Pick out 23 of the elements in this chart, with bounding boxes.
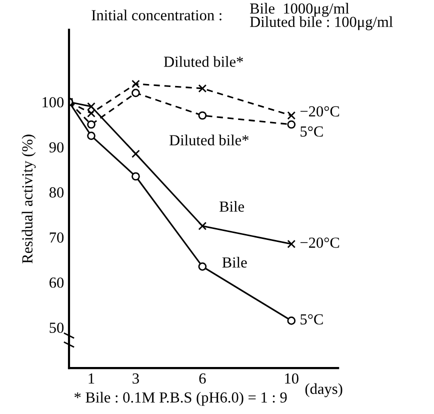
annotation: 5°C: [300, 126, 323, 137]
series-label: Bile: [222, 256, 247, 268]
x-tick-label: 3: [132, 373, 139, 384]
chart-subtitle: Bile 1000μg/ml Diluted bile : 100μg/ml: [250, 2, 393, 30]
y-axis-title: Residual activity (%): [22, 134, 36, 264]
series-label: Diluted bile*: [164, 56, 243, 67]
y-tick-label: 90: [49, 142, 64, 153]
y-tick-label: 70: [50, 232, 64, 243]
y-tick-label: 60: [50, 278, 64, 288]
series-label: Bile: [220, 201, 244, 212]
annotation: −20°C: [300, 238, 340, 248]
y-tick-label: 80: [49, 187, 64, 198]
series-label: Diluted bile*: [169, 134, 249, 146]
annotation: −20°C: [300, 106, 340, 117]
annotation: 5°C: [300, 314, 323, 325]
x-tick-label: 10: [285, 373, 298, 384]
chart-title: Initial concentration :: [92, 10, 222, 20]
text: * Bile : 0.1M P.B.S (pH6.0) = 1 : 9: [74, 392, 287, 406]
x-tick-label: 6: [199, 373, 206, 384]
x-axis-title: (days): [305, 383, 342, 398]
y-tick-label: 50: [50, 322, 64, 333]
y-tick-label: 100: [42, 97, 64, 108]
x-tick-label: 1: [88, 373, 94, 384]
